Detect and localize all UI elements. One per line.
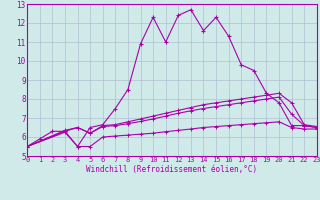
- X-axis label: Windchill (Refroidissement éolien,°C): Windchill (Refroidissement éolien,°C): [86, 165, 258, 174]
